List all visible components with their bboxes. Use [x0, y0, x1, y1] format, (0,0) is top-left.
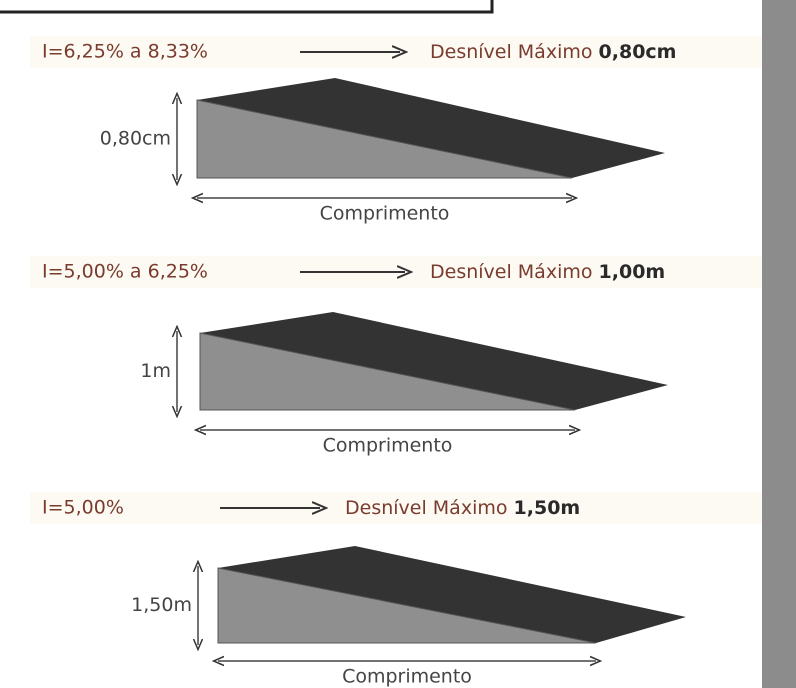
length-label: Comprimento	[323, 435, 453, 457]
slope-text: I=5,00%	[42, 497, 124, 519]
ramp-top	[197, 78, 665, 178]
content: I=6,25% a 8,33% Desnível Máximo 0,80cm0,8…	[30, 36, 770, 688]
text-band	[30, 492, 770, 524]
ramp-side	[196, 99, 573, 179]
length-label: Comprimento	[320, 203, 450, 225]
ramp-top	[218, 546, 686, 643]
max-height-text: Desnível Máximo 0,80cm	[430, 41, 676, 63]
slope-text: I=6,25% a 8,33%	[42, 41, 208, 63]
slope-text: I=5,00% a 6,25%	[42, 261, 208, 283]
height-label: 1m	[140, 360, 171, 382]
max-height-value: 1,50m	[514, 497, 581, 519]
max-height-text: Desnível Máximo 1,00m	[430, 261, 665, 283]
height-label: 0,80cm	[100, 128, 171, 150]
max-height-label: Desnível Máximo	[430, 261, 592, 283]
ramp-side	[217, 567, 597, 644]
max-height-text: Desnível Máximo 1,50m	[345, 497, 580, 519]
length-label: Comprimento	[342, 666, 472, 688]
max-height-value: 0,80cm	[599, 41, 677, 63]
side-bar	[762, 0, 796, 688]
max-height-label: Desnível Máximo	[430, 41, 592, 63]
ramp-top	[200, 312, 668, 410]
ramp-side	[199, 332, 576, 411]
height-label: 1,50m	[131, 594, 192, 616]
frame-edge	[0, 0, 494, 14]
max-height-value: 1,00m	[599, 261, 666, 283]
max-height-label: Desnível Máximo	[345, 497, 507, 519]
